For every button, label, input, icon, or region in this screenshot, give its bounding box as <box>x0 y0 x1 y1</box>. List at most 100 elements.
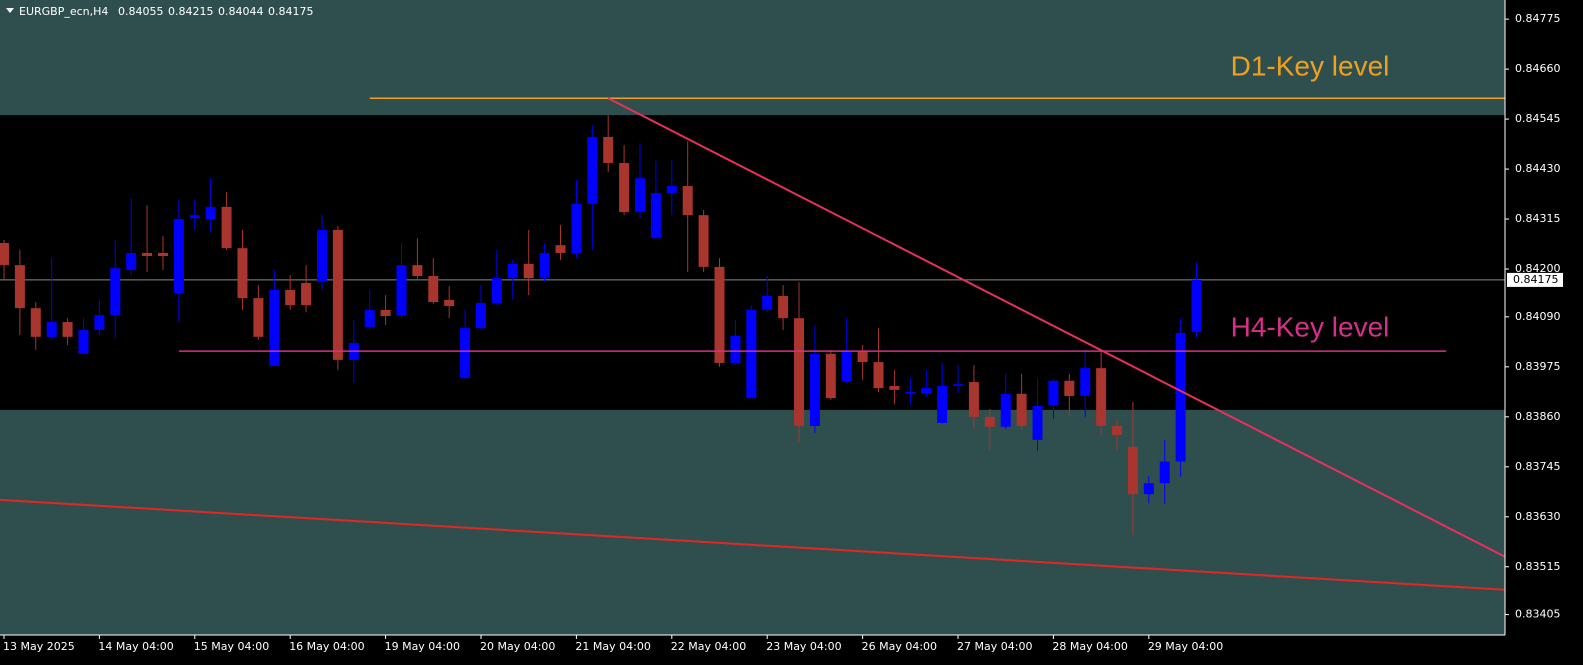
candle-body <box>1143 483 1154 495</box>
candle-body <box>730 335 741 363</box>
candle-body <box>444 299 455 306</box>
zone <box>0 409 1505 635</box>
candle-body <box>412 265 423 276</box>
ohlc-close: 0.84175 <box>268 5 314 18</box>
candle-body <box>921 388 932 394</box>
y-tick-label: 0.83515 <box>1515 560 1561 573</box>
candle-body <box>539 252 550 279</box>
candle-body <box>253 298 264 337</box>
y-tick-label: 0.84315 <box>1515 212 1561 225</box>
candle-body <box>475 302 486 329</box>
price-tag-label: 0.84175 <box>1513 273 1559 286</box>
candle-body <box>94 315 105 330</box>
candle-body <box>460 328 471 379</box>
x-tick-label: 15 May 04:00 <box>194 640 269 653</box>
candle-body <box>491 278 502 303</box>
candle-body <box>205 206 216 220</box>
candle-body <box>14 265 25 309</box>
candle-body <box>142 252 153 256</box>
candle-body <box>221 206 232 249</box>
candle-body <box>157 252 168 256</box>
candle-body <box>126 252 137 270</box>
candle-body <box>682 186 693 216</box>
candle-body <box>1159 461 1170 484</box>
zone <box>0 0 1505 116</box>
y-tick-label: 0.83860 <box>1515 410 1561 423</box>
y-tick-label: 0.84200 <box>1515 262 1561 275</box>
candle-body <box>1191 279 1202 333</box>
candle-body <box>778 295 789 319</box>
candle-body <box>1016 393 1027 426</box>
candle-body <box>1048 380 1059 406</box>
x-tick-label: 13 May 2025 <box>3 640 75 653</box>
x-tick-label: 21 May 04:00 <box>575 640 650 653</box>
candle-body <box>30 308 41 337</box>
plot: D1-Key level H4-Key level 0.84775 0.84660 0.… <box>0 0 1563 653</box>
candle-body <box>984 416 995 427</box>
candle-body <box>380 309 391 316</box>
x-tick-label: 29 May 04:00 <box>1148 640 1223 653</box>
candle-body <box>189 215 200 219</box>
candle-body <box>905 392 916 394</box>
key-level-label: D1-Key level <box>1231 51 1390 82</box>
candle-body <box>428 275 439 303</box>
candle-body <box>698 215 709 267</box>
candle-body <box>603 136 614 163</box>
candle-body <box>332 229 343 360</box>
candle-body <box>1032 405 1043 440</box>
candle-body <box>396 265 407 316</box>
candle-body <box>857 350 868 363</box>
candle-body <box>364 309 375 327</box>
candle-body <box>301 282 312 306</box>
trendline <box>0 498 1506 591</box>
candle-body <box>571 203 582 253</box>
candle-body <box>523 263 534 279</box>
candle-body <box>1112 425 1123 436</box>
menu-arrow <box>6 8 14 13</box>
trendline <box>607 97 1506 558</box>
y-tick-label: 0.83975 <box>1515 360 1561 373</box>
candle-body <box>825 353 836 399</box>
x-tick-label: 27 May 04:00 <box>957 640 1032 653</box>
candle-body <box>46 322 57 337</box>
price-tag <box>1507 272 1563 287</box>
y-tick-label: 0.84090 <box>1515 310 1561 323</box>
x-tick-label: 22 May 04:00 <box>671 640 746 653</box>
candle-body <box>968 382 979 417</box>
candle-body <box>285 289 296 306</box>
y-tick-label: 0.84660 <box>1515 62 1561 75</box>
candle-body <box>619 162 630 213</box>
x-tick-label: 20 May 04:00 <box>480 640 555 653</box>
candle-body <box>666 186 677 193</box>
candle-body <box>937 385 948 423</box>
candle-body <box>555 245 566 253</box>
x-tick-label: 26 May 04:00 <box>862 640 937 653</box>
x-tick-label: 14 May 04:00 <box>98 640 173 653</box>
candle-body <box>809 353 820 426</box>
chart-symbol: EURGBP_ecn,H4 <box>19 5 108 18</box>
candle-body <box>1000 393 1011 427</box>
x-tick-label: 23 May 04:00 <box>766 640 841 653</box>
candle-body <box>237 248 248 299</box>
candle-body <box>714 266 725 363</box>
candle-body <box>173 219 184 293</box>
candle-body <box>794 318 805 426</box>
candle-body <box>1080 368 1091 396</box>
candle-body <box>1127 446 1138 495</box>
ohlc-open: 0.84055 <box>118 5 164 18</box>
y-tick-label: 0.83745 <box>1515 460 1561 473</box>
key-level-label: H4-Key level <box>1231 312 1390 343</box>
ohlc-low: 0.84044 <box>218 5 264 18</box>
x-tick-label: 19 May 04:00 <box>385 640 460 653</box>
candle-body <box>507 263 518 279</box>
candle-body <box>269 289 280 366</box>
candle-body <box>635 178 646 213</box>
candle-body <box>841 350 852 382</box>
candle-body <box>0 242 9 266</box>
candle-body <box>746 309 757 399</box>
candle-body <box>1064 380 1075 396</box>
candle-body <box>650 192 661 239</box>
candle-body <box>889 385 900 390</box>
